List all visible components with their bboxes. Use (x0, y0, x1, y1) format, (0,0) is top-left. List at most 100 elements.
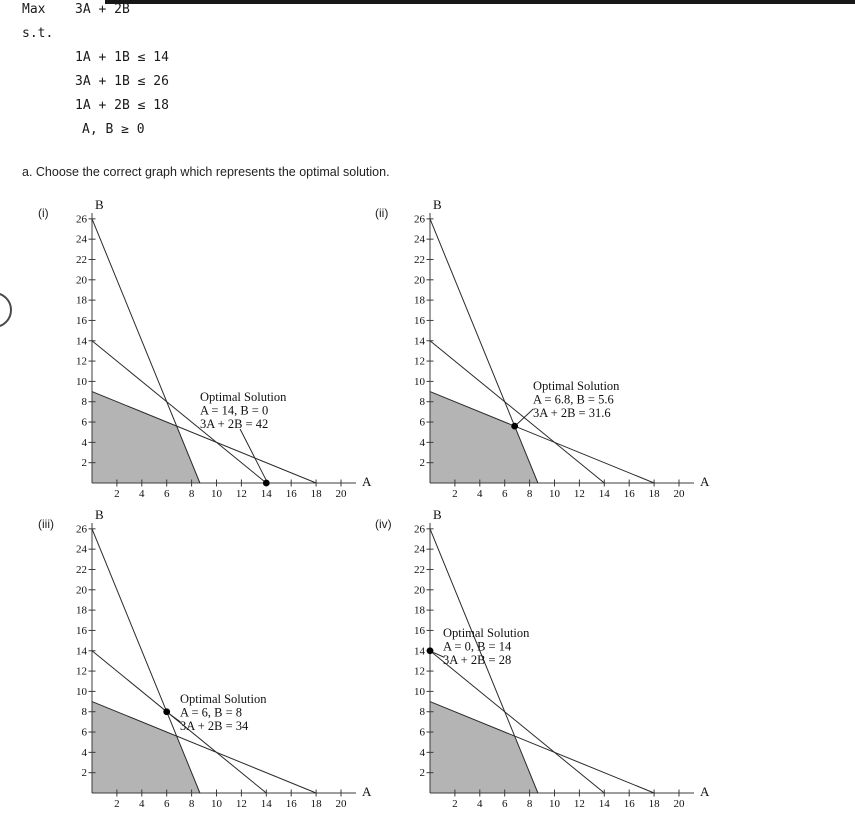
constraint-line (429, 701, 655, 794)
y-tick-label: 4 (82, 437, 88, 449)
x-axis-label: A (362, 474, 372, 489)
x-tick-label: 12 (574, 798, 585, 810)
x-tick-label: 20 (674, 488, 686, 500)
y-tick-label: 20 (414, 274, 426, 286)
x-tick-label: 18 (311, 798, 323, 810)
y-tick-label: 18 (414, 605, 426, 617)
y-tick-label: 22 (76, 254, 87, 266)
optimal-point-dot (262, 479, 270, 487)
y-axis-label: B (95, 197, 104, 212)
y-tick-label: 26 (414, 213, 426, 225)
x-axis-label: A (700, 474, 710, 489)
x-tick-label: 14 (599, 798, 611, 810)
y-tick-label: 16 (414, 625, 426, 637)
y-tick-label: 24 (414, 234, 426, 246)
x-tick-label: 20 (336, 798, 348, 810)
x-tick-label: 16 (286, 488, 298, 500)
x-tick-label: 20 (674, 798, 686, 810)
y-tick-label: 22 (414, 564, 425, 576)
x-tick-label: 6 (502, 488, 508, 500)
y-tick-label: 2 (82, 457, 88, 469)
x-tick-label: 16 (624, 488, 636, 500)
y-tick-label: 2 (420, 457, 426, 469)
x-tick-label: 14 (261, 798, 273, 810)
constraint-line (91, 528, 201, 794)
x-tick-label: 10 (549, 798, 561, 810)
objective-function: 3A + 2B (75, 2, 130, 17)
y-axis-label: B (433, 507, 442, 522)
optimal-annotation: Optimal Solution A = 0, B = 14 3A + 2B = 2… (443, 626, 530, 667)
x-tick-label: 16 (624, 798, 636, 810)
y-tick-label: 10 (76, 686, 88, 698)
lp-problem-statement: Max 3A + 2B s.t. 1A + 1B ≤ 14 3A + 1B ≤ 2… (22, 0, 169, 142)
x-tick-label: 4 (139, 798, 145, 810)
max-label: Max (22, 2, 46, 17)
x-tick-label: 2 (114, 488, 120, 500)
y-tick-label: 2 (420, 767, 426, 779)
y-tick-label: 24 (76, 234, 88, 246)
y-tick-label: 8 (420, 706, 426, 718)
x-tick-label: 2 (114, 798, 120, 810)
y-tick-label: 12 (414, 356, 425, 368)
x-tick-label: 12 (236, 488, 247, 500)
x-axis-label: A (700, 784, 710, 799)
x-tick-label: 18 (649, 798, 661, 810)
x-tick-label: 8 (527, 798, 533, 810)
x-tick-label: 18 (649, 488, 661, 500)
feasible-region (92, 391, 200, 483)
x-tick-label: 6 (164, 798, 170, 810)
x-tick-label: 20 (336, 488, 348, 500)
constraint-line (429, 218, 539, 484)
subject-to-label: s.t. (22, 26, 54, 41)
annotation-leader-line (168, 712, 181, 723)
constraint-3: 1A + 2B ≤ 18 (75, 98, 169, 113)
constraint-line (91, 650, 267, 794)
y-tick-label: 16 (76, 625, 88, 637)
constraint-1: 1A + 1B ≤ 14 (75, 50, 169, 65)
answer-radio-button-partial[interactable] (0, 292, 12, 328)
y-tick-label: 8 (82, 706, 88, 718)
x-tick-label: 18 (311, 488, 323, 500)
y-tick-label: 10 (414, 376, 426, 388)
graph-label-i: (i) (38, 206, 49, 220)
y-tick-label: 6 (420, 727, 426, 739)
y-axis-label: B (433, 197, 442, 212)
x-tick-label: 8 (189, 488, 195, 500)
y-tick-label: 20 (76, 584, 88, 596)
annotation-leader-line (239, 428, 267, 481)
y-tick-label: 18 (414, 295, 426, 307)
top-border-bar (105, 0, 855, 4)
y-tick-label: 14 (76, 645, 88, 657)
x-tick-label: 2 (452, 798, 458, 810)
y-axis-label: B (95, 507, 104, 522)
y-tick-label: 16 (76, 315, 88, 327)
x-tick-label: 2 (452, 488, 458, 500)
y-tick-label: 14 (76, 335, 88, 347)
optimal-annotation: Optimal Solution A = 6.8, B = 5.6 3A + 2B … (533, 379, 620, 420)
y-tick-label: 20 (414, 584, 426, 596)
y-tick-label: 26 (76, 523, 88, 535)
objective-row: Max 3A + 2B (22, 0, 169, 22)
y-tick-label: 26 (414, 523, 426, 535)
x-tick-label: 6 (164, 488, 170, 500)
y-tick-label: 18 (76, 605, 88, 617)
constraint-line (429, 340, 605, 484)
optimal-point-dot (426, 647, 434, 655)
optimal-annotation: Optimal Solution A = 6, B = 8 3A + 2B = 34 (180, 692, 267, 733)
constraint-line (91, 218, 201, 484)
y-tick-label: 14 (414, 335, 426, 347)
feasible-region (92, 701, 200, 793)
nonnegativity-constraint: A, B ≥ 0 (82, 122, 145, 137)
x-tick-label: 8 (189, 798, 195, 810)
y-tick-label: 12 (76, 356, 87, 368)
optimal-point-dot (163, 708, 171, 716)
x-tick-label: 10 (549, 488, 561, 500)
y-tick-label: 6 (82, 727, 88, 739)
graph-label-iii: (iii) (38, 517, 54, 531)
y-tick-label: 6 (82, 417, 88, 429)
x-tick-label: 4 (139, 488, 145, 500)
x-tick-label: 10 (211, 798, 223, 810)
